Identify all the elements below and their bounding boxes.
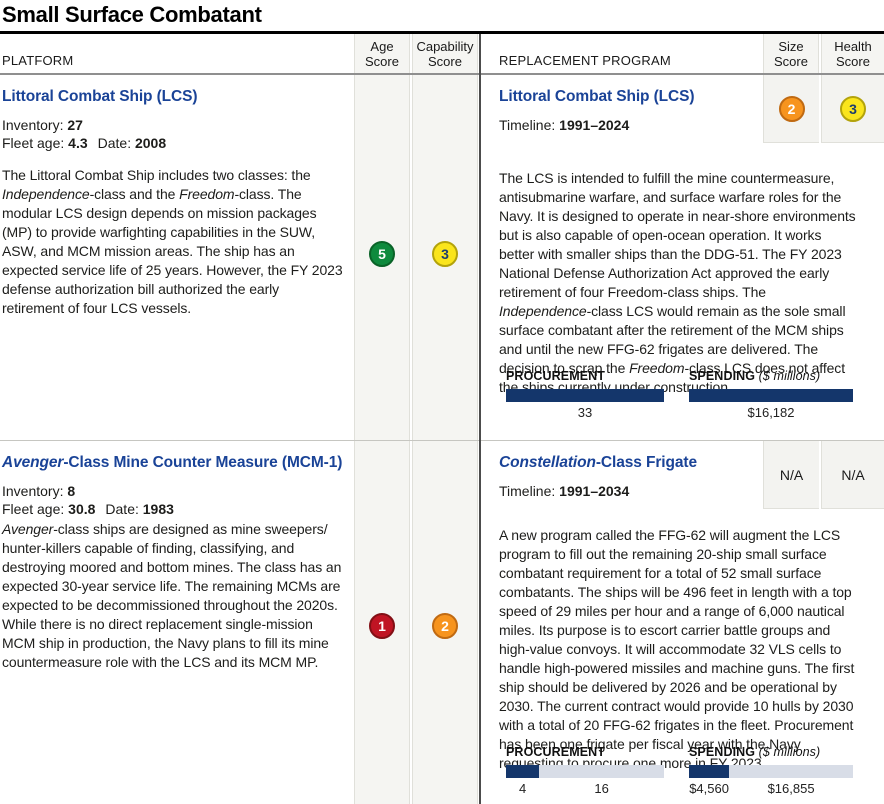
procurement-bar: 4 16	[506, 765, 664, 796]
capability-score-cell: 2	[412, 441, 478, 804]
replacement-heading-block: Constellation-Class Frigate Timeline: 19…	[480, 441, 763, 509]
capability-score-badge: 2	[432, 613, 458, 639]
platform-description: Avenger-class ships are designed as mine…	[2, 521, 342, 670]
health-score-cell: N/A	[821, 441, 884, 509]
replacement-heading-block: Littoral Combat Ship (LCS) Timeline: 199…	[480, 75, 763, 143]
platform-cell-lcs: Littoral Combat Ship (LCS) Inventory: 27…	[0, 75, 354, 440]
timeline-label: Timeline:	[499, 483, 556, 499]
inventory-line: Inventory: 8	[2, 482, 344, 500]
fleet-age-label: Fleet age:	[2, 501, 65, 517]
fleet-age-value: 30.8	[68, 501, 96, 517]
spending-bar-group: SPENDING ($ millions) $4,560 $16,855	[689, 745, 853, 796]
timeline-line: Timeline: 1991–2034	[499, 482, 757, 500]
procurement-title: PROCUREMENT	[506, 745, 606, 759]
spending-title: SPENDING ($ millions)	[689, 369, 821, 383]
inventory-value: 27	[67, 117, 83, 133]
fleet-age-line: Fleet age: 4.3 Date: 2008	[2, 134, 344, 152]
table-header-row: PLATFORM Age Score Capability Score REPL…	[0, 34, 884, 75]
procurement-bar-group: PROCUREMENT 4 16	[506, 745, 664, 796]
capability-score-badge: 3	[432, 241, 458, 267]
column-header-age-score: Age Score	[354, 34, 410, 73]
title-rule	[0, 31, 884, 34]
timeline-value: 1991–2024	[559, 117, 630, 133]
table-row-lcs: Littoral Combat Ship (LCS) Inventory: 27…	[0, 75, 884, 440]
fleet-age-label: Fleet age:	[2, 135, 65, 151]
spending-bar: $16,182	[689, 389, 853, 420]
column-header-replacement-program: REPLACEMENT PROGRAM	[499, 52, 671, 68]
column-header-capability-score: Capability Score	[412, 34, 478, 73]
spending-unit: ($ millions)	[758, 369, 821, 383]
spending-bar: $4,560 $16,855	[689, 765, 853, 796]
platform-description: The Littoral Combat Ship includes two cl…	[2, 167, 343, 316]
health-score-badge: N/A	[841, 466, 865, 483]
fleet-age-value: 4.3	[68, 135, 88, 151]
procurement-bar-group: PROCUREMENT 33	[506, 369, 664, 420]
age-score-cell: 1	[354, 441, 410, 804]
inventory-value: 8	[67, 483, 76, 499]
health-score-badge: 3	[840, 95, 866, 122]
table-row-mcm: Avenger-Class Mine Counter Measure (MCM-…	[0, 440, 884, 804]
size-score-cell: N/A	[763, 441, 819, 509]
procurement-title: PROCUREMENT	[506, 369, 606, 383]
page-title: Small Surface Combatant	[2, 2, 262, 27]
timeline-value: 1991–2034	[559, 483, 630, 499]
platform-cell-mcm: Avenger-Class Mine Counter Measure (MCM-…	[0, 441, 354, 804]
replacement-cell-lcs: Littoral Combat Ship (LCS) Timeline: 199…	[480, 75, 884, 440]
size-score-badge: 2	[778, 95, 805, 122]
timeline-label: Timeline:	[499, 117, 556, 133]
column-header-health-score: Health Score	[821, 34, 884, 73]
spending-title: SPENDING ($ millions)	[689, 745, 821, 759]
fleet-age-line: Fleet age: 30.8 Date: 1983	[2, 500, 344, 518]
size-score-badge: N/A	[779, 466, 804, 483]
health-score-cell: 3	[821, 75, 884, 143]
comparison-table: PLATFORM Age Score Capability Score REPL…	[0, 34, 884, 804]
replacement-name: Constellation-Class Frigate	[499, 454, 697, 471]
date-value: 1983	[142, 501, 174, 517]
inventory-label: Inventory:	[2, 117, 64, 133]
replacement-header-band: Littoral Combat Ship (LCS) Timeline: 199…	[480, 75, 884, 143]
date-label: Date:	[105, 501, 139, 517]
replacement-name: Littoral Combat Ship (LCS)	[499, 88, 695, 105]
column-header-size-score: Size Score	[763, 34, 819, 73]
inventory-line: Inventory: 27	[2, 116, 344, 134]
replacement-description: The LCS is intended to fulfill the mine …	[499, 170, 856, 395]
spending-unit: ($ millions)	[758, 745, 821, 759]
procurement-bar: 33	[506, 389, 664, 420]
timeline-line: Timeline: 1991–2024	[499, 116, 757, 134]
metrics-bars: PROCUREMENT 33 SPENDING ($ millions) $16…	[499, 369, 858, 420]
replacement-header-band: Constellation-Class Frigate Timeline: 19…	[480, 441, 884, 509]
date-value: 2008	[134, 135, 167, 151]
age-score-cell: 5	[354, 75, 410, 440]
center-divider-line	[479, 34, 481, 804]
age-score-badge: 1	[369, 613, 395, 639]
column-header-platform: PLATFORM	[2, 52, 74, 68]
age-score-badge: 5	[369, 241, 395, 267]
metrics-bars: PROCUREMENT 4 16 SPENDING ($ millions) $4…	[499, 745, 858, 796]
replacement-cell-constellation: Constellation-Class Frigate Timeline: 19…	[480, 441, 884, 804]
capability-score-cell: 3	[412, 75, 478, 440]
inventory-label: Inventory:	[2, 483, 64, 499]
date-label: Date:	[97, 135, 132, 151]
size-score-cell: 2	[763, 75, 819, 143]
spending-bar-group: SPENDING ($ millions) $16,182	[689, 369, 853, 420]
platform-name: Avenger-Class Mine Counter Measure (MCM-…	[2, 454, 343, 471]
platform-name: Littoral Combat Ship (LCS)	[2, 88, 198, 105]
replacement-description: A new program called the FFG-62 will aug…	[499, 527, 855, 771]
